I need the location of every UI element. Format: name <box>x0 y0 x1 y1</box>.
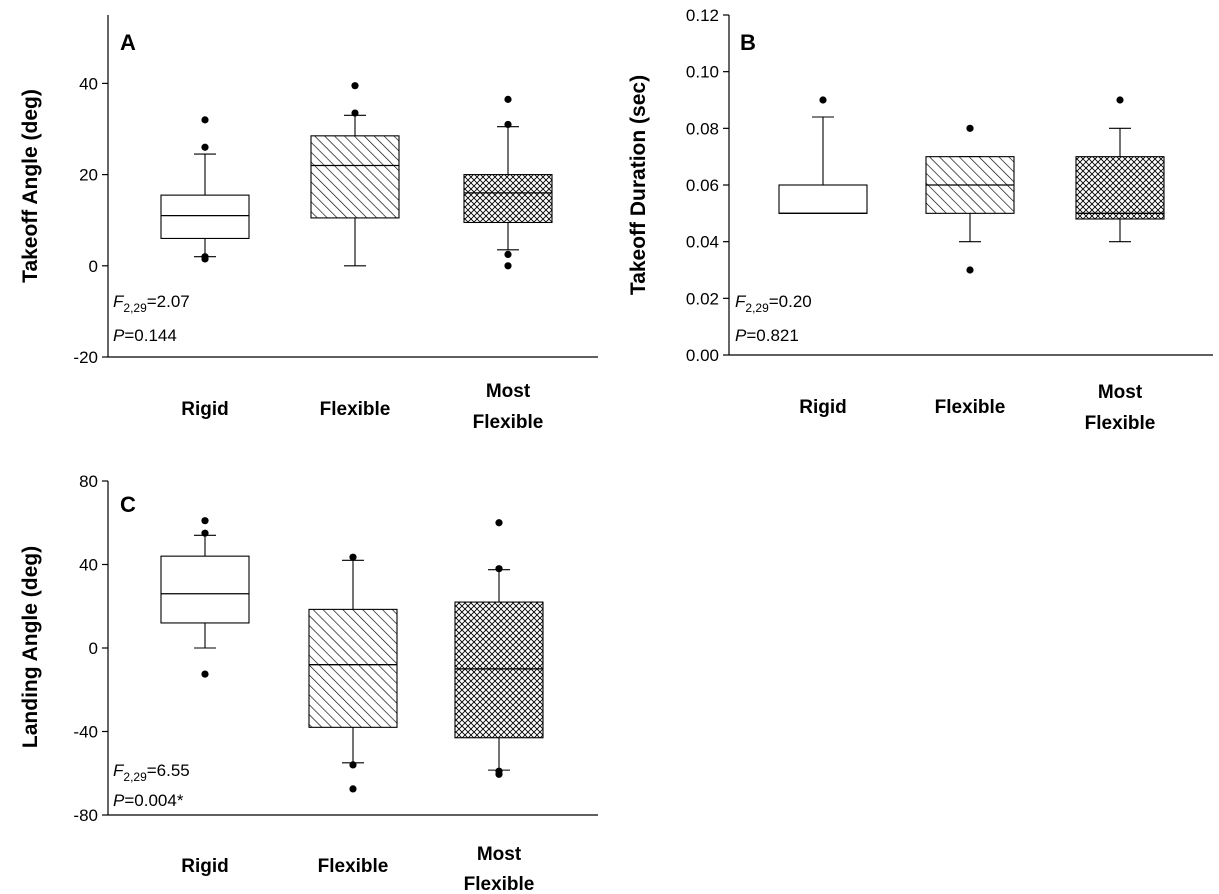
box-iqr <box>463 174 553 224</box>
panel-letter: C <box>120 492 136 517</box>
outlier-point <box>349 553 357 561</box>
outlier-point <box>966 266 974 274</box>
x-category-label: Rigid <box>181 399 229 420</box>
f-statistic: F2,29=6.55 <box>113 761 190 784</box>
outlier-point <box>819 96 827 104</box>
x-category-label: Most <box>477 844 522 865</box>
y-tick-label: 80 <box>79 472 98 491</box>
y-tick-label: 0.04 <box>686 233 719 252</box>
y-tick-label: 40 <box>79 74 98 93</box>
outlier-point <box>504 262 512 270</box>
box-iqr <box>310 135 400 219</box>
y-tick-label: 0 <box>89 257 98 276</box>
y-tick-label: -20 <box>73 348 98 367</box>
p-value: P=0.144 <box>113 326 177 345</box>
outlier-point <box>495 770 503 778</box>
box-most-flexible <box>463 95 553 270</box>
y-tick-label: 0.12 <box>686 6 719 25</box>
f-statistic: F2,29=2.07 <box>113 292 190 315</box>
y-axis-label: Landing Angle (deg) <box>19 546 42 748</box>
y-tick-label: 0.10 <box>686 63 719 82</box>
box-rigid <box>160 116 250 263</box>
panel-letter: B <box>740 30 756 55</box>
outlier-point <box>201 116 209 124</box>
y-tick-label: -80 <box>73 806 98 825</box>
y-axis-label: Takeoff Angle (deg) <box>19 89 42 283</box>
y-tick-label: 0.02 <box>686 289 719 308</box>
x-category-label: Most <box>486 381 531 402</box>
f-statistic: F2,29=0.20 <box>735 292 812 315</box>
y-tick-label: 0.00 <box>686 346 719 365</box>
outlier-point <box>201 255 209 263</box>
box-iqr <box>160 555 250 624</box>
box-iqr <box>308 608 398 728</box>
y-tick-label: 0.08 <box>686 119 719 138</box>
panel-B: 0.00 0.02 0.04 0.06 0.08 0.10 0.12 Takeoff Dura… <box>627 6 1213 434</box>
outlier-point <box>351 82 359 90</box>
outlier-point <box>349 761 357 769</box>
box-most-flexible <box>454 519 544 778</box>
y-tick-label: 0 <box>89 639 98 658</box>
y-axis-label: Takeoff Duration (sec) <box>627 75 650 295</box>
x-category-label: Flexible <box>464 874 535 894</box>
box-iqr <box>454 601 544 739</box>
p-value: P=0.004* <box>113 791 184 810</box>
outlier-point <box>349 785 357 793</box>
outlier-point <box>504 120 512 129</box>
outlier-point <box>495 519 503 527</box>
box-flexible <box>925 124 1015 274</box>
x-category-label: Flexible <box>473 412 544 433</box>
y-tick-label: 40 <box>79 556 98 575</box>
y-tick-label: -40 <box>73 723 98 742</box>
box-iqr <box>778 184 868 214</box>
panel-C: -80 -40 0 40 80 Landing Angle (deg) C Rigid Flex… <box>19 472 598 894</box>
outlier-point <box>504 95 512 103</box>
x-category-label: Rigid <box>799 397 847 418</box>
outlier-point <box>201 670 209 678</box>
box-iqr <box>1075 156 1165 220</box>
x-category-label: Flexible <box>318 856 389 877</box>
outlier-point <box>504 250 512 258</box>
box-most-flexible <box>1075 96 1165 243</box>
outlier-point <box>1116 96 1124 104</box>
box-flexible <box>310 82 400 267</box>
p-value: P=0.821 <box>735 326 799 345</box>
x-category-label: Flexible <box>1085 413 1156 434</box>
outlier-point <box>201 517 209 525</box>
y-tick-label: 20 <box>79 166 98 185</box>
outlier-point <box>201 529 209 537</box>
outlier-point <box>495 565 503 573</box>
x-category-label: Flexible <box>320 399 391 420</box>
outlier-point <box>966 124 974 132</box>
x-category-label: Flexible <box>935 397 1006 418</box>
y-tick-label: 0.06 <box>686 176 719 195</box>
x-category-label: Most <box>1098 382 1143 403</box>
outlier-point <box>201 143 209 151</box>
box-flexible <box>308 553 398 793</box>
box-rigid <box>778 96 868 214</box>
outlier-point <box>351 109 359 117</box>
box-iqr <box>160 194 250 239</box>
x-category-label: Rigid <box>181 856 229 877</box>
panel-letter: A <box>120 30 136 55</box>
panel-A: -20 0 20 40 Takeoff Angle (deg) A Rigid Flexibl… <box>19 15 598 433</box>
box-rigid <box>160 517 250 678</box>
